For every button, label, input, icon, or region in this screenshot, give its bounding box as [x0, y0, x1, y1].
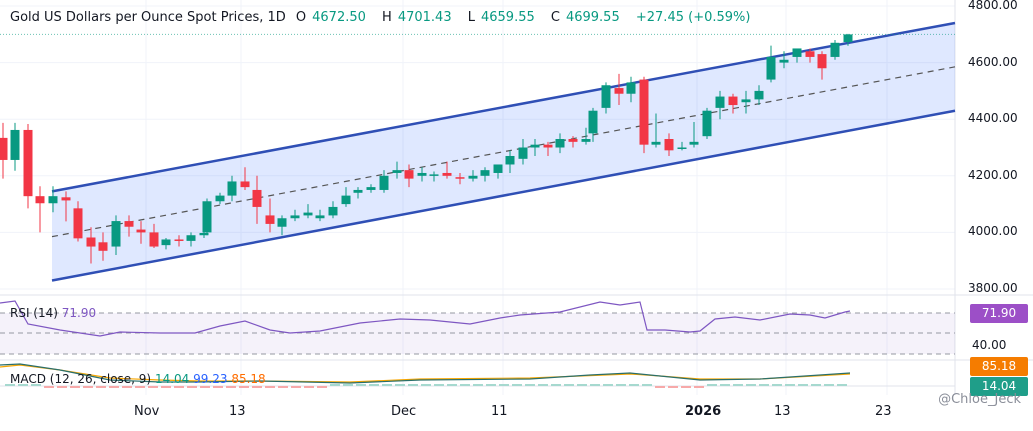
time-tick: 23 — [875, 404, 892, 419]
time-tick: Dec — [391, 404, 417, 419]
price-tick: 4800.00 — [968, 0, 1018, 12]
chart-legend: Gold US Dollars per Ounce Spot Prices, 1… — [10, 10, 751, 25]
time-tick: 11 — [491, 404, 508, 419]
rsi-axis-label: 40.00 — [972, 338, 1007, 352]
price-tick: 4000.00 — [968, 224, 1018, 239]
time-tick: 13 — [774, 404, 791, 419]
time-tick: 13 — [229, 404, 246, 419]
macd-signal-badge: 85.18 — [970, 357, 1028, 376]
symbol-title: Gold US Dollars per Ounce Spot Prices, 1… — [10, 10, 286, 25]
rsi-value: 71.90 — [61, 306, 97, 320]
rsi-legend: RSI (14) 71.90 — [10, 306, 97, 320]
macd-hist-badge: 14.04 — [970, 377, 1028, 396]
low-value: 4659.55 — [480, 10, 535, 25]
time-tick: 2026 — [685, 404, 722, 419]
macd-legend: MACD (12, 26, close, 9) 14.04 99.23 85.1… — [10, 372, 266, 386]
price-tick: 4200.00 — [968, 167, 1018, 182]
price-tick: 4400.00 — [968, 111, 1018, 126]
close-value: 4699.55 — [565, 10, 620, 25]
high-value: 4701.43 — [397, 10, 452, 25]
time-tick: Nov — [134, 404, 160, 419]
open-value: 4672.50 — [312, 10, 366, 25]
change-value: +27.45 (+0.59%) — [635, 10, 751, 25]
watermark: @Chloe_Jeck — [938, 392, 1021, 407]
price-tick: 4600.00 — [968, 54, 1018, 69]
price-tick: 3800.00 — [968, 281, 1018, 295]
rsi-badge: 71.90 — [970, 304, 1028, 323]
